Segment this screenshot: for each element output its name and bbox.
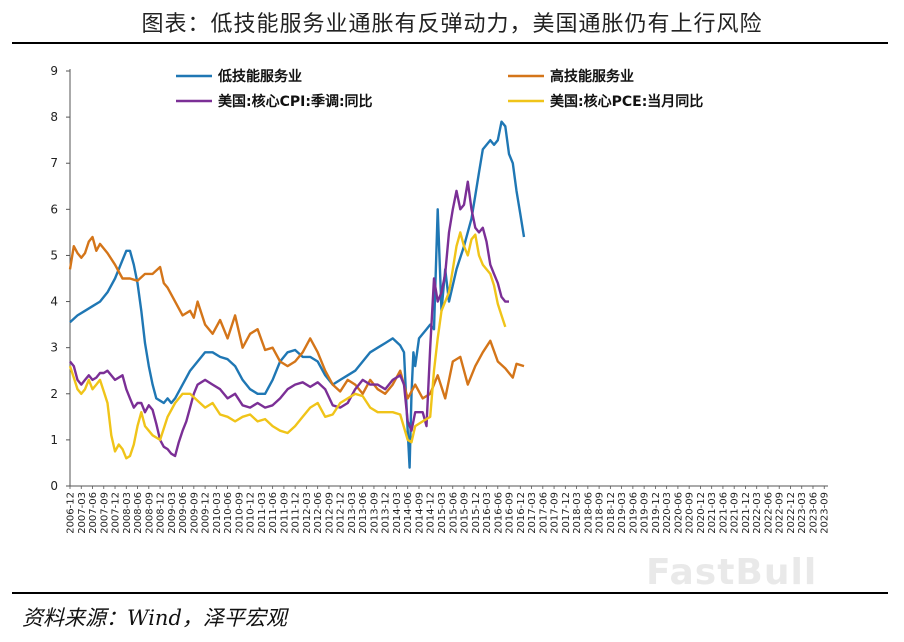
x-tick-label: 2020-12 — [696, 492, 707, 534]
x-tick-label: 2010-03 — [212, 492, 223, 534]
legend-label: 美国:核心CPI:季调:同比 — [218, 93, 373, 110]
x-tick-label: 2018-12 — [606, 492, 617, 534]
x-tick-label: 2020-06 — [673, 492, 684, 534]
x-tick-label: 2009-03 — [167, 492, 178, 534]
x-tick-label: 2019-09 — [640, 492, 651, 534]
chart-series — [68, 120, 526, 469]
x-tick-label: 2019-03 — [617, 492, 628, 534]
x-tick-label: 2011-06 — [268, 492, 279, 534]
x-tick-label: 2021-03 — [707, 492, 718, 534]
x-tick-label: 2011-12 — [291, 492, 302, 534]
y-tick-label: 9 — [50, 64, 58, 78]
title-divider — [12, 42, 888, 44]
x-tick-label: 2023-03 — [797, 492, 808, 534]
x-tick-label: 2022-03 — [752, 492, 763, 534]
x-tick-label: 2010-09 — [234, 492, 245, 534]
x-tick-label: 2014-03 — [392, 492, 403, 534]
x-tick-label: 2007-09 — [99, 492, 110, 534]
y-tick-label: 3 — [50, 341, 58, 355]
x-tick-label: 2023-09 — [820, 492, 831, 534]
y-tick-label: 8 — [50, 110, 58, 124]
x-tick-label: 2009-12 — [201, 492, 212, 534]
x-tick-label: 2018-09 — [595, 492, 606, 534]
x-tick-label: 2017-06 — [538, 492, 549, 534]
x-tick-label: 2015-03 — [437, 492, 448, 534]
x-tick-label: 2013-12 — [381, 492, 392, 534]
x-tick-label: 2016-09 — [505, 492, 516, 534]
x-tick-label: 2016-12 — [516, 492, 527, 534]
x-tick-label: 2012-03 — [302, 492, 313, 534]
x-tick-label: 2010-06 — [223, 492, 234, 534]
x-tick-label: 2021-12 — [741, 492, 752, 534]
x-tick-label: 2009-06 — [178, 492, 189, 534]
watermark-logo: FastBull — [646, 552, 818, 593]
y-tick-label: 0 — [50, 479, 58, 493]
series-line-4 — [68, 231, 507, 460]
x-tick-label: 2019-12 — [651, 492, 662, 534]
legend-label: 低技能服务业 — [217, 68, 302, 85]
x-tick-label: 2017-03 — [527, 492, 538, 534]
x-tick-label: 2012-06 — [313, 492, 324, 534]
x-tick-label: 2021-06 — [718, 492, 729, 534]
source-divider — [12, 592, 888, 594]
y-tick-label: 1 — [50, 433, 58, 447]
x-tick-label: 2021-09 — [730, 492, 741, 534]
x-tick-label: 2013-03 — [347, 492, 358, 534]
x-tick-label: 2012-09 — [324, 492, 335, 534]
x-tick-label: 2022-09 — [775, 492, 786, 534]
x-tick-label: 2015-12 — [471, 492, 482, 534]
x-tick-label: 2014-06 — [403, 492, 414, 534]
series-line-2 — [68, 235, 525, 400]
legend-label: 美国:核心PCE:当月同比 — [550, 93, 703, 110]
y-tick-label: 7 — [50, 156, 58, 170]
x-tick-label: 2007-06 — [88, 492, 99, 534]
source-note: 资料来源：Wind，泽平宏观 — [22, 606, 287, 630]
x-tick-label: 2019-06 — [628, 492, 639, 534]
x-tick-label: 2016-06 — [493, 492, 504, 534]
x-tick-label: 2008-03 — [122, 492, 133, 534]
x-tick-label: 2012-12 — [336, 492, 347, 534]
x-tick-label: 2014-09 — [414, 492, 425, 534]
x-tick-label: 2013-06 — [358, 492, 369, 534]
x-tick-label: 2014-12 — [426, 492, 437, 534]
legend-label: 高技能服务业 — [550, 68, 634, 85]
series-line-3 — [69, 180, 509, 458]
x-tick-label: 2015-06 — [448, 492, 459, 534]
x-tick-label: 2023-06 — [808, 492, 819, 534]
x-tick-label: 2017-09 — [550, 492, 561, 534]
x-tick-label: 2022-12 — [786, 492, 797, 534]
x-tick-label: 2007-12 — [111, 492, 122, 534]
x-tick-label: 2008-06 — [133, 492, 144, 534]
x-tick-label: 2015-09 — [460, 492, 471, 534]
y-tick-label: 6 — [50, 202, 58, 216]
x-tick-label: 2007-03 — [77, 492, 88, 534]
x-tick-label: 2018-06 — [583, 492, 594, 534]
x-tick-label: 2008-09 — [144, 492, 155, 534]
x-tick-label: 2018-03 — [572, 492, 583, 534]
x-tick-label: 2011-03 — [257, 492, 268, 534]
page-title: 图表：低技能服务业通胀有反弹动力，美国通胀仍有上行风险 — [141, 12, 763, 37]
x-tick-label: 2011-09 — [279, 492, 290, 534]
x-tick-label: 2006-12 — [66, 492, 77, 534]
x-tick-label: 2008-12 — [156, 492, 167, 534]
y-tick-label: 2 — [50, 387, 58, 401]
x-tick-label: 2016-03 — [482, 492, 493, 534]
x-tick-label: 2009-09 — [189, 492, 200, 534]
y-tick-label: 5 — [50, 248, 58, 262]
x-tick-label: 2010-12 — [246, 492, 257, 534]
x-tick-label: 2013-09 — [369, 492, 380, 534]
x-tick-label: 2020-03 — [662, 492, 673, 534]
x-tick-label: 2022-06 — [763, 492, 774, 534]
series-line-1 — [69, 120, 526, 469]
y-tick-label: 4 — [50, 295, 58, 309]
x-tick-label: 2017-12 — [561, 492, 572, 534]
x-tick-label: 2020-09 — [685, 492, 696, 534]
